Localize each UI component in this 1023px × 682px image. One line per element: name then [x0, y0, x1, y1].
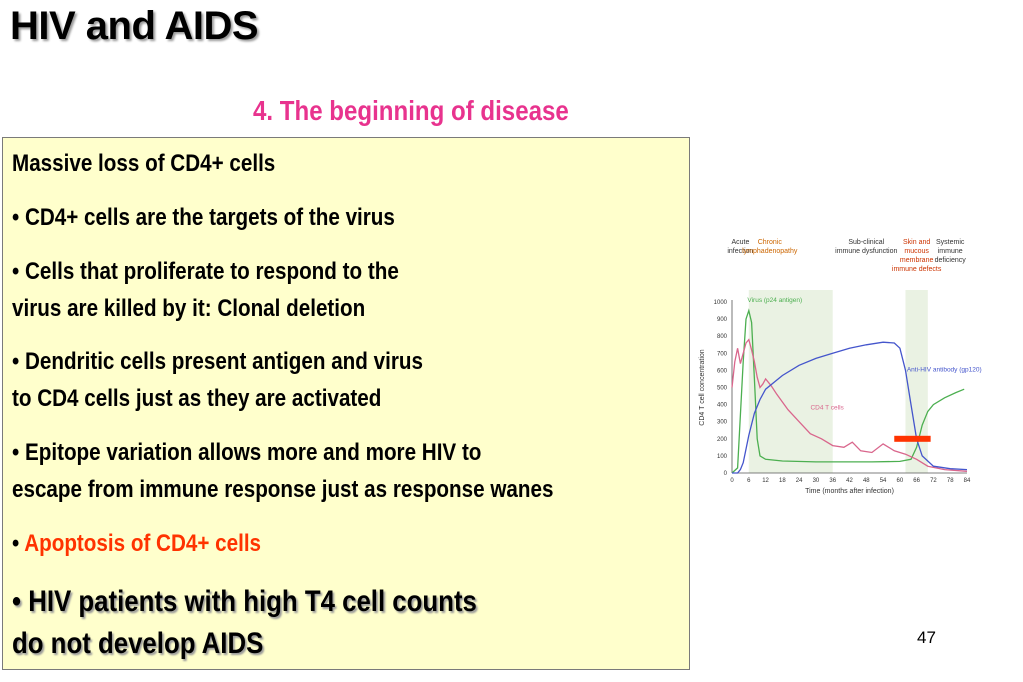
phase-label-4-1: immune [938, 248, 963, 255]
x-tick-label: 6 [747, 478, 751, 484]
bullet-epitope-line2: escape from immune response just as resp… [12, 476, 554, 503]
bullet-t4-line2: do not develop AIDS [12, 627, 264, 660]
y-tick-label: 800 [717, 334, 728, 340]
phase-label-3-1: mucous [904, 248, 929, 255]
bullet-proliferate-line1: • Cells that proliferate to respond to t… [12, 258, 399, 285]
x-tick-label: 54 [880, 478, 887, 484]
phase-label-3-2: membrane [900, 257, 934, 264]
series-label-1: CD4 T cells [810, 405, 844, 412]
x-tick-label: 66 [913, 478, 920, 484]
y-tick-label: 400 [717, 403, 728, 409]
bullet-targets: • CD4+ cells are the targets of the viru… [12, 204, 395, 231]
phase-label-0-0: Acute [731, 239, 749, 246]
phase-label-1-1: lymphadenopathy [742, 248, 798, 255]
x-tick-label: 18 [779, 478, 786, 484]
phase-label-2-1: immune dysfunction [835, 248, 897, 255]
phase-label-3-0: Skin and [903, 239, 930, 246]
content-box: Massive loss of CD4+ cells • CD4+ cells … [2, 137, 690, 670]
x-tick-label: 30 [813, 478, 820, 484]
x-axis-label: Time (months after infection) [805, 488, 894, 495]
y-tick-label: 1000 [714, 300, 728, 306]
phase-label-4-2: deficiency [935, 257, 967, 264]
y-tick-label: 300 [717, 420, 728, 426]
content-heading: Massive loss of CD4+ cells [12, 150, 276, 177]
series-label-0: Virus (p24 antigen) [747, 297, 802, 304]
annotation-bar [894, 435, 931, 442]
x-tick-label: 60 [897, 478, 904, 484]
x-tick-label: 0 [730, 478, 734, 484]
slide-title: HIV and AIDS [10, 4, 259, 48]
x-tick-label: 12 [762, 478, 769, 484]
bullet-dendritic-line2: to CD4 cells just as they are activated [12, 385, 382, 412]
y-tick-label: 200 [717, 437, 728, 443]
x-tick-label: 72 [930, 478, 937, 484]
series-line-0 [731, 308, 965, 474]
phase-label-1-0: Chronic [758, 239, 783, 246]
x-tick-label: 84 [964, 478, 971, 484]
y-tick-label: 900 [717, 317, 728, 323]
bullet-apoptosis-dot: • [12, 530, 25, 557]
phase-label-0-1: infection [727, 248, 753, 255]
bullet-dendritic-line1: • Dendritic cells present antigen and vi… [12, 348, 423, 375]
slide-subtitle: 4. The beginning of disease [253, 95, 569, 126]
series-label-2: Anti-HIV antibody (gp120) [907, 366, 982, 373]
phase-label-4-0: Systemic [936, 239, 965, 246]
page-number: 47 [917, 628, 936, 647]
y-tick-label: 100 [717, 454, 728, 460]
phase-label-3-3: immune defects [892, 266, 942, 273]
bullet-apoptosis-text: Apoptosis of CD4+ cells [24, 530, 262, 557]
y-tick-label: 500 [717, 386, 728, 392]
y-tick-label: 0 [724, 471, 728, 477]
phase-band-1 [748, 290, 833, 473]
x-tick-label: 24 [796, 478, 803, 484]
bullet-t4-line1: • HIV patients with high T4 cell counts [12, 585, 477, 618]
y-axis-label: CD4 T cell concentration [699, 349, 706, 425]
x-tick-label: 78 [947, 478, 954, 484]
bullet-proliferate-line2: virus are killed by it: Clonal deletion [12, 295, 366, 322]
y-tick-label: 600 [717, 368, 728, 374]
x-tick-label: 48 [863, 478, 870, 484]
hiv-course-chart: Acute infection Chronic lymphadenopathy Sub-… [699, 239, 982, 495]
bullet-apoptosis: • Apoptosis of CD4+ cells [12, 530, 261, 558]
bullet-epitope-line1: • Epitope variation allows more and more… [12, 439, 482, 466]
x-tick-label: 42 [846, 478, 853, 484]
phase-label-2-0: Sub-clinical [848, 239, 884, 246]
x-tick-label: 36 [829, 478, 836, 484]
y-tick-label: 700 [717, 351, 728, 357]
series-line-1 [731, 338, 968, 472]
